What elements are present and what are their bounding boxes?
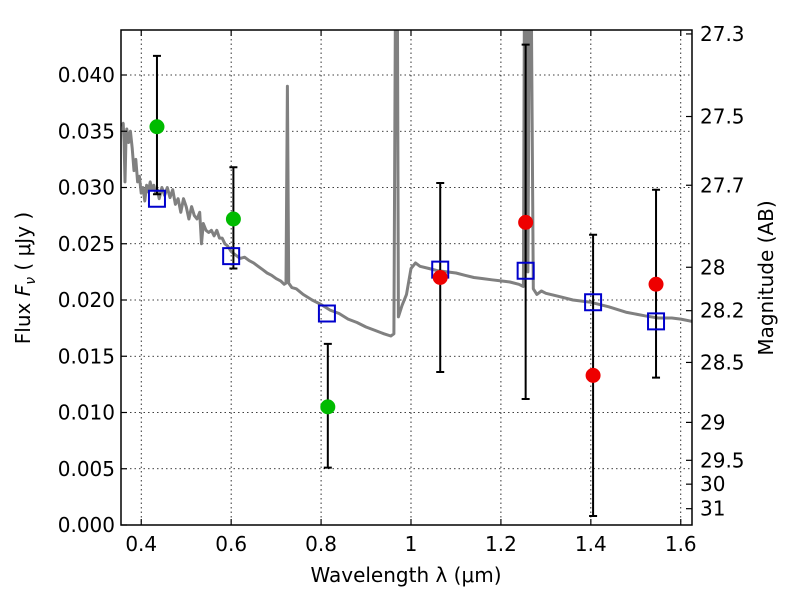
- clipped-data: [121, 30, 692, 517]
- y-axis-title-symbol: F: [11, 284, 35, 296]
- observed-flux-point: [518, 214, 534, 230]
- y-axis-title: Flux Fν ( μJy ): [11, 212, 39, 344]
- template-spectrum-line: [121, 30, 692, 338]
- x-tick-label: 1: [405, 532, 418, 556]
- x-tick-label: 0.8: [305, 532, 337, 556]
- x-axis-title: Wavelength λ (μm): [310, 563, 501, 587]
- y-axis-title-prefix: Flux: [11, 296, 35, 344]
- model-flux-square: [516, 261, 535, 280]
- y-tick-label: 0.005: [58, 457, 115, 481]
- x-tick-label: 0.4: [125, 532, 157, 556]
- model-flux-square: [317, 304, 336, 323]
- y-axis-title-unit: ( μJy ): [11, 212, 35, 277]
- y-tick-label: 0.040: [58, 63, 115, 87]
- observed-flux-point: [585, 367, 601, 383]
- observed-flux-point: [648, 276, 664, 292]
- x-tick-label: 1.2: [485, 532, 517, 556]
- magnitude-tick-label: 29.5: [700, 448, 745, 472]
- plot-data: [121, 30, 692, 517]
- observed-flux-point: [432, 270, 448, 285]
- observed-flux-point: [225, 211, 241, 227]
- y-tick-label: 0.035: [58, 119, 115, 143]
- model-flux-square: [147, 189, 166, 208]
- magnitude-tick-label: 30: [700, 472, 725, 496]
- magnitude-tick-label: 31: [700, 497, 725, 521]
- magnitude-tick-label: 27.7: [700, 173, 745, 197]
- y-tick-label: 0.010: [58, 401, 115, 425]
- y-tick-label: 0.015: [58, 344, 115, 368]
- magnitude-tick-label: 27.5: [700, 105, 745, 129]
- plot-frame: [120, 29, 693, 526]
- observed-flux-point: [149, 119, 165, 135]
- model-flux-square: [222, 247, 241, 266]
- x-tick-label: 1.6: [665, 532, 697, 556]
- model-flux-square: [584, 293, 603, 312]
- y-tick-label: 0.000: [58, 513, 115, 537]
- y-axis-title-subscript: ν: [23, 277, 39, 285]
- magnitude-tick-label: 29: [700, 410, 725, 434]
- y-tick-label: 0.025: [58, 232, 115, 256]
- observed-flux-point: [320, 399, 336, 415]
- y-tick-label: 0.020: [58, 288, 115, 312]
- grid: [121, 30, 692, 526]
- axes: 0.4 0.6 0.8 1 1.2 1.4 1.6 0.000 0.005 0.010 0.015 0…: [58, 22, 745, 556]
- model-flux-square: [647, 312, 666, 331]
- y-tick-label: 0.030: [58, 176, 115, 200]
- magnitude-tick-label: 27.3: [700, 22, 745, 46]
- magnitude-tick-label: 28: [700, 255, 725, 279]
- magnitude-tick-label: 28.5: [700, 350, 745, 374]
- x-tick-label: 1.4: [575, 532, 607, 556]
- magnitude-axis-title: Magnitude (AB): [754, 200, 778, 355]
- magnitude-tick-label: 28.2: [700, 299, 745, 323]
- x-tick-label: 0.6: [215, 532, 247, 556]
